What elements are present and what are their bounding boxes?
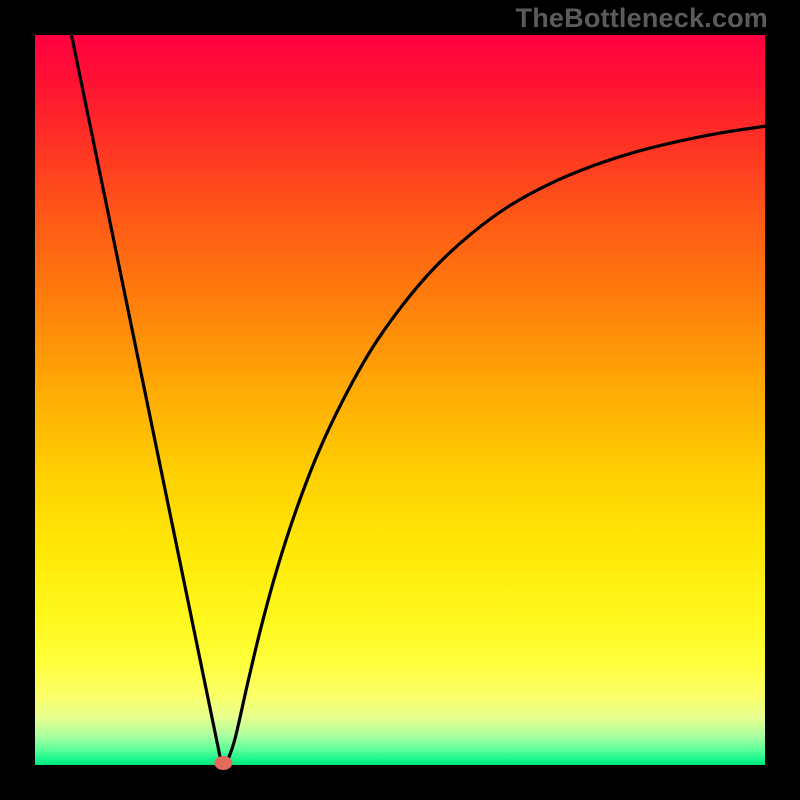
bottleneck-chart [0,0,800,800]
chart-background-gradient [35,35,765,765]
optimal-point-marker [214,756,232,770]
watermark-text: TheBottleneck.com [516,3,768,34]
